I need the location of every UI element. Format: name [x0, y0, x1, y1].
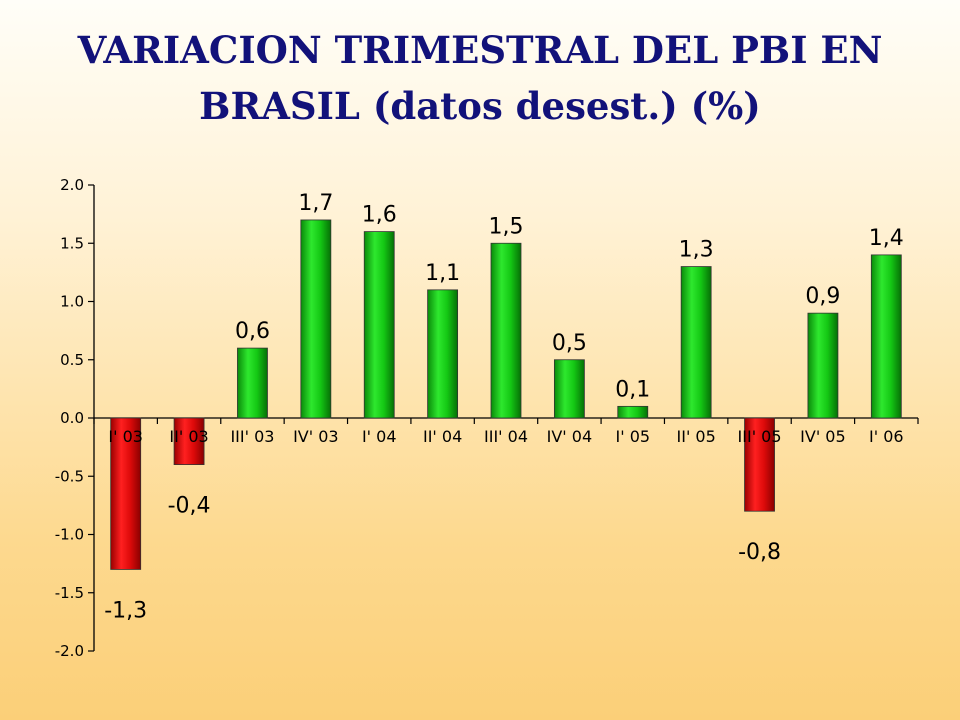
y-tick-label: -1.0 — [55, 526, 84, 544]
title-line-1: VARIACION TRIMESTRAL DEL PBI EN — [77, 28, 883, 72]
x-tick-label: I' 05 — [615, 427, 650, 446]
bar-ii-03 — [173, 417, 205, 465]
y-tick-label: 0.5 — [60, 351, 84, 369]
data-label: 0,5 — [552, 331, 587, 356]
x-tick-label: I' 03 — [108, 427, 143, 446]
axes: 2.0 1.5 1.0 0.5 0.0 -0.5 -1.0 -1.5 -2.0 — [55, 176, 919, 660]
bars — [110, 219, 902, 570]
data-label: 1,4 — [869, 226, 904, 251]
y-tick-label: 1.0 — [60, 293, 84, 311]
x-tick-label: II' 05 — [677, 427, 716, 446]
data-label: 1,6 — [362, 203, 397, 228]
y-tick-label: -1.5 — [55, 584, 84, 602]
x-tick-label: IV' 05 — [800, 427, 846, 446]
y-tick-label: 0.0 — [60, 409, 84, 427]
bar-i-04 — [363, 231, 395, 419]
bar-ii-05 — [680, 266, 712, 419]
data-label: 1,3 — [679, 238, 714, 263]
data-label: 0,1 — [615, 377, 650, 402]
bar-iv-03 — [300, 219, 332, 419]
bar-i-05 — [617, 405, 649, 419]
data-label: 0,6 — [235, 319, 270, 344]
bar-i-06 — [870, 254, 902, 419]
chart-title: VARIACION TRIMESTRAL DEL PBI EN BRASIL (… — [0, 22, 960, 134]
data-label: 0,9 — [805, 284, 840, 309]
y-tick-label: -0.5 — [55, 467, 84, 485]
title-line-2: BRASIL (datos desest.) (%) — [199, 84, 761, 128]
data-labels: I' 03 II' 03 III' 03 IV' 03 I' 04 II' 04 III' … — [104, 191, 904, 624]
data-label: 1,7 — [298, 191, 333, 216]
data-label: 1,1 — [425, 261, 460, 286]
bar-i-03 — [110, 417, 142, 570]
x-tick-label: III' 05 — [738, 427, 782, 446]
x-tick-label: II' 04 — [423, 427, 462, 446]
bar-iv-04 — [553, 359, 585, 419]
x-tick-label: II' 03 — [169, 427, 208, 446]
x-tick-label: IV' 03 — [293, 427, 339, 446]
x-tick-label: III' 04 — [484, 427, 528, 446]
bar-ii-04 — [427, 289, 459, 419]
bar-iii-05 — [744, 417, 775, 512]
y-tick-label: 2.0 — [60, 176, 84, 194]
data-label: -0,4 — [168, 494, 211, 519]
bar-iii-04 — [490, 242, 522, 419]
x-tick-label: III' 03 — [230, 427, 274, 446]
y-tick-label: -2.0 — [55, 642, 84, 660]
bar-iii-03 — [237, 347, 268, 419]
x-tick-label: I' 06 — [869, 427, 904, 446]
data-label: -0,8 — [738, 540, 781, 565]
y-tick-label: 1.5 — [60, 234, 84, 252]
bar-iv-05 — [807, 312, 839, 419]
x-tick-label: I' 04 — [362, 427, 397, 446]
data-label: 1,5 — [489, 214, 524, 239]
data-label: -1,3 — [104, 598, 147, 623]
x-tick-label: IV' 04 — [547, 427, 593, 446]
